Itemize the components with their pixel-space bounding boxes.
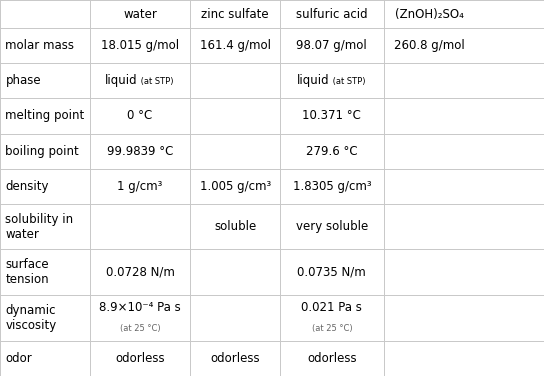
Text: very soluble: very soluble xyxy=(296,220,368,233)
Text: molar mass: molar mass xyxy=(5,39,75,52)
Text: odorless: odorless xyxy=(211,352,260,365)
Text: phase: phase xyxy=(5,74,41,87)
Text: 0.021 Pa s: 0.021 Pa s xyxy=(301,302,362,314)
Text: (ZnOH)₂SO₄: (ZnOH)₂SO₄ xyxy=(395,8,464,21)
Text: 18.015 g/mol: 18.015 g/mol xyxy=(101,39,179,52)
Text: (at STP): (at STP) xyxy=(138,77,174,86)
Text: density: density xyxy=(5,180,49,193)
Text: 0.0728 N/m: 0.0728 N/m xyxy=(106,266,175,279)
Text: 1 g/cm³: 1 g/cm³ xyxy=(118,180,163,193)
Text: water: water xyxy=(123,8,157,21)
Text: solubility in
water: solubility in water xyxy=(5,213,73,241)
Text: liquid: liquid xyxy=(296,74,329,87)
Text: 99.9839 °C: 99.9839 °C xyxy=(107,145,174,158)
Text: liquid: liquid xyxy=(105,74,137,87)
Text: odorless: odorless xyxy=(307,352,357,365)
Text: surface
tension: surface tension xyxy=(5,258,49,287)
Text: sulfuric acid: sulfuric acid xyxy=(296,8,368,21)
Text: zinc sulfate: zinc sulfate xyxy=(201,8,269,21)
Text: 0 °C: 0 °C xyxy=(127,109,153,123)
Text: 260.8 g/mol: 260.8 g/mol xyxy=(394,39,465,52)
Text: (at 25 °C): (at 25 °C) xyxy=(312,324,352,332)
Text: 8.9×10⁻⁴ Pa s: 8.9×10⁻⁴ Pa s xyxy=(99,302,181,314)
Text: boiling point: boiling point xyxy=(5,145,79,158)
Text: melting point: melting point xyxy=(5,109,85,123)
Text: odorless: odorless xyxy=(115,352,165,365)
Text: (at 25 °C): (at 25 °C) xyxy=(120,324,160,332)
Text: dynamic
viscosity: dynamic viscosity xyxy=(5,304,57,332)
Text: 161.4 g/mol: 161.4 g/mol xyxy=(200,39,271,52)
Text: 10.371 °C: 10.371 °C xyxy=(302,109,361,123)
Text: odor: odor xyxy=(5,352,32,365)
Text: 0.0735 N/m: 0.0735 N/m xyxy=(298,266,366,279)
Text: 1.005 g/cm³: 1.005 g/cm³ xyxy=(200,180,271,193)
Text: 1.8305 g/cm³: 1.8305 g/cm³ xyxy=(293,180,371,193)
Text: (at STP): (at STP) xyxy=(330,77,366,86)
Text: 98.07 g/mol: 98.07 g/mol xyxy=(296,39,367,52)
Text: soluble: soluble xyxy=(214,220,256,233)
Text: 279.6 °C: 279.6 °C xyxy=(306,145,357,158)
